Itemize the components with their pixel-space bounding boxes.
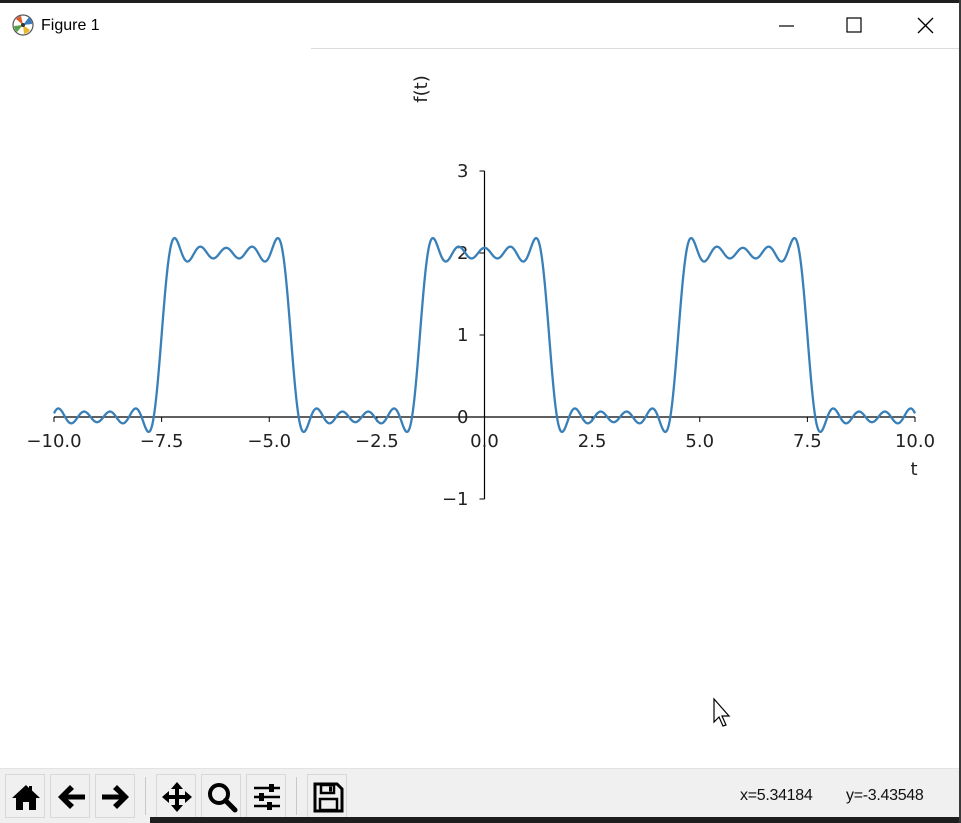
y-tick-label: 2 <box>457 243 468 264</box>
save-button[interactable] <box>307 774 347 818</box>
maximize-icon <box>846 17 862 33</box>
background-window-strip <box>150 817 959 823</box>
series <box>52 236 917 434</box>
back-arrow-icon <box>58 785 85 809</box>
x-tick-label: 5.0 <box>685 431 714 452</box>
x-tick-label: 0.0 <box>470 431 499 452</box>
plot-canvas[interactable]: −10.0 −7.5 −5.0 −2.5 0.0 2.5 5.0 7.5 10.0 −1 0 1 2 3 … <box>0 49 959 768</box>
back-button[interactable] <box>50 774 90 818</box>
x-tick-label: −10.0 <box>26 431 81 452</box>
navigation-toolbar: x=5.34184 y=-3.43548 <box>0 768 959 823</box>
save-floppy-icon <box>313 782 344 813</box>
ticks: −10.0 −7.5 −5.0 −2.5 0.0 2.5 5.0 7.5 10.0 −1 0 1 2 3 <box>26 161 935 510</box>
y-tick-label: 0 <box>457 407 468 428</box>
home-icon <box>12 785 40 810</box>
window-title: Figure 1 <box>41 17 100 34</box>
y-tick-label: 3 <box>457 161 468 182</box>
window-top-border <box>0 0 961 3</box>
y-axis-label: f(t) <box>411 75 432 102</box>
x-axis-label: t <box>910 459 917 480</box>
pan-move-icon <box>162 782 192 812</box>
home-button[interactable] <box>5 774 45 818</box>
mouse-cursor-icon <box>713 697 731 727</box>
x-tick-label: 2.5 <box>578 431 607 452</box>
y-tick-label: 1 <box>457 325 468 346</box>
y-tick-label: −1 <box>442 489 469 510</box>
cursor-y-readout: y=-3.43548 <box>846 787 924 804</box>
line-chart[interactable]: −10.0 −7.5 −5.0 −2.5 0.0 2.5 5.0 7.5 10.0−10123 … <box>0 49 959 768</box>
matplotlib-logo-icon <box>12 14 34 36</box>
forward-arrow-icon <box>102 785 129 809</box>
x-tick-label: −2.5 <box>355 431 399 452</box>
x-tick-label: 7.5 <box>793 431 822 452</box>
minimize-icon <box>779 25 794 27</box>
configure-subplots-button[interactable] <box>246 774 286 818</box>
minimize-button[interactable] <box>763 3 809 48</box>
zoom-button[interactable] <box>201 774 241 818</box>
series-line <box>52 236 917 434</box>
maximize-button[interactable] <box>831 3 877 48</box>
window-right-border <box>959 0 961 823</box>
title-bar[interactable]: Figure 1 <box>0 3 959 48</box>
title-separator <box>311 48 959 49</box>
close-icon <box>917 17 934 34</box>
configure-subplots-icon <box>254 784 280 810</box>
x-tick-label: −7.5 <box>140 431 184 452</box>
forward-button[interactable] <box>95 774 135 818</box>
x-tick-label: −5.0 <box>247 431 291 452</box>
cursor-x-readout: x=5.34184 <box>740 787 813 804</box>
zoom-magnifier-icon <box>208 783 238 813</box>
x-tick-label: 10.0 <box>895 431 935 452</box>
close-button[interactable] <box>902 3 948 48</box>
toolbar-separator <box>145 777 146 815</box>
pan-button[interactable] <box>156 774 196 818</box>
toolbar-separator <box>296 777 297 815</box>
